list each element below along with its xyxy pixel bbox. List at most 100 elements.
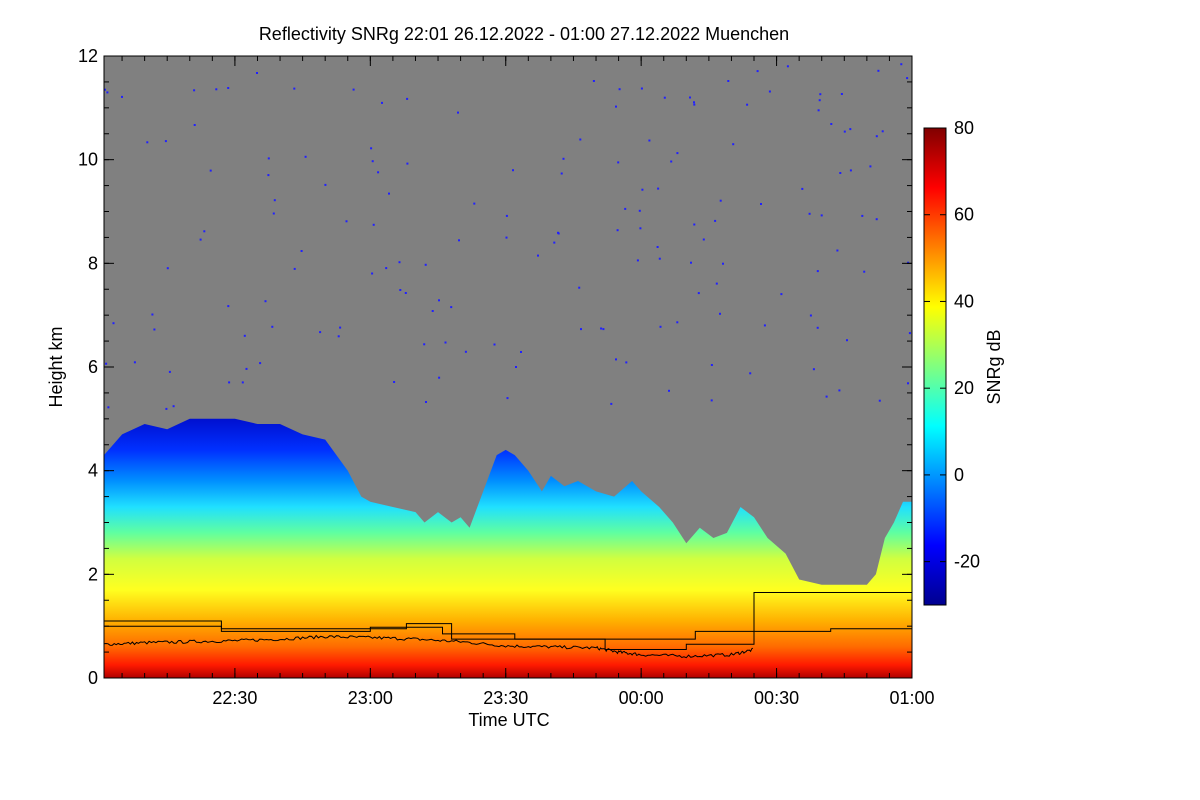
noise-speckle xyxy=(404,292,407,294)
noise-speckle xyxy=(164,140,167,143)
noise-speckle xyxy=(881,130,884,133)
noise-speckle xyxy=(241,381,244,384)
noise-speckle xyxy=(617,161,620,164)
noise-speckle xyxy=(273,199,276,202)
noise-speckle xyxy=(690,261,692,264)
noise-speckle xyxy=(836,249,839,252)
noise-speckle xyxy=(438,376,441,379)
noise-speckle xyxy=(600,327,603,330)
noise-speckle xyxy=(763,324,766,327)
cloud-echo-region xyxy=(104,418,912,678)
noise-speckle xyxy=(385,267,388,270)
noise-speckle xyxy=(639,227,642,230)
noise-speckle xyxy=(825,395,828,398)
noise-speckle xyxy=(819,93,822,96)
noise-speckle xyxy=(710,364,713,366)
noise-speckle xyxy=(710,399,713,402)
noise-speckle xyxy=(444,341,447,344)
noise-speckle xyxy=(719,312,721,315)
noise-speckle xyxy=(812,368,815,371)
layer-line-step xyxy=(104,592,912,650)
x-tick-label: 23:00 xyxy=(348,688,393,708)
noise-speckle xyxy=(861,214,864,217)
noise-speckle xyxy=(727,80,730,82)
y-tick-label: 0 xyxy=(88,668,98,688)
noise-speckle xyxy=(830,123,833,125)
x-tick-label: 23:30 xyxy=(483,688,528,708)
noise-speckle xyxy=(689,96,691,99)
noise-speckle xyxy=(863,270,866,273)
noise-speckle xyxy=(900,63,903,66)
noise-speckle xyxy=(670,160,673,163)
noise-speckle xyxy=(869,165,872,168)
noise-speckle xyxy=(377,171,380,174)
noise-speckle xyxy=(352,88,355,91)
noise-speckle xyxy=(616,229,619,232)
noise-speckle xyxy=(756,70,759,73)
noise-speckle xyxy=(193,124,196,126)
noise-speckle xyxy=(199,238,202,241)
noise-speckle xyxy=(393,381,396,383)
y-tick-label: 10 xyxy=(78,150,98,170)
noise-speckle xyxy=(906,77,909,80)
chart-title: Reflectivity SNRg 22:01 26.12.2022 - 01:… xyxy=(259,24,789,44)
noise-speckle xyxy=(908,332,911,335)
y-tick-label: 6 xyxy=(88,357,98,377)
noise-speckle xyxy=(615,105,617,108)
noise-speckle xyxy=(877,69,880,72)
noise-speckle xyxy=(537,254,539,257)
noise-speckle xyxy=(820,214,823,217)
noise-speckle xyxy=(640,87,643,90)
noise-speckle xyxy=(625,361,628,364)
noise-speckle xyxy=(560,172,563,175)
y-axis-label: Height km xyxy=(46,326,66,407)
noise-speckle xyxy=(557,232,560,235)
noise-speckle xyxy=(693,101,695,104)
noise-speckle xyxy=(153,328,156,331)
noise-speckle xyxy=(749,372,752,375)
noise-speckle xyxy=(780,293,783,296)
noise-speckle xyxy=(702,238,705,241)
noise-speckle xyxy=(203,230,206,233)
noise-speckle xyxy=(339,326,342,329)
noise-speckle xyxy=(272,212,275,215)
colorbar xyxy=(923,127,947,606)
x-tick-label: 01:00 xyxy=(889,688,934,708)
noise-speckle xyxy=(875,218,878,221)
noise-speckle xyxy=(267,157,270,160)
y-tick-label: 4 xyxy=(88,461,98,481)
noise-speckle xyxy=(107,406,110,409)
noise-speckle xyxy=(319,331,322,334)
colorbar-tick-label: 0 xyxy=(954,465,964,485)
noise-speckle xyxy=(618,88,621,91)
noise-speckle xyxy=(370,147,373,150)
noise-speckle xyxy=(293,267,296,270)
noise-speckle xyxy=(172,405,175,408)
noise-speckle xyxy=(693,223,696,226)
noise-speckle xyxy=(165,407,168,410)
noise-speckle xyxy=(838,389,841,392)
noise-speckle xyxy=(505,214,508,217)
noise-speckle xyxy=(264,300,267,303)
noise-speckle xyxy=(105,362,108,365)
noise-speckle xyxy=(843,130,846,133)
noise-speckle xyxy=(641,188,644,191)
x-axis-label: Time UTC xyxy=(468,710,549,730)
noise-speckle xyxy=(657,187,660,190)
noise-speckle xyxy=(722,262,724,265)
noise-speckle xyxy=(493,343,496,346)
noise-speckle xyxy=(553,241,556,244)
noise-speckle xyxy=(676,321,679,324)
noise-speckle xyxy=(668,389,670,392)
noise-speckles xyxy=(104,63,911,410)
noise-speckle xyxy=(849,169,852,172)
noise-speckle xyxy=(425,401,427,403)
noise-speckle xyxy=(337,335,340,338)
noise-speckle xyxy=(424,263,427,266)
noise-speckle xyxy=(304,155,307,158)
noise-speckle xyxy=(112,322,115,325)
x-tick-label: 00:30 xyxy=(754,688,799,708)
noise-speckle xyxy=(663,96,666,99)
y-tick-label: 12 xyxy=(78,46,98,66)
